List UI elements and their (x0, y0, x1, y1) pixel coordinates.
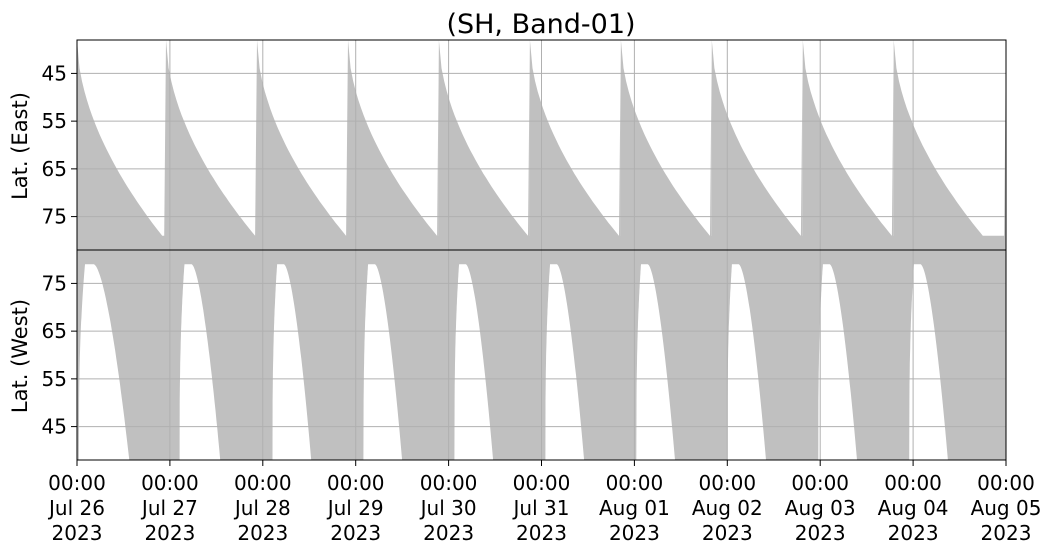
west-axes-frame (76, 249, 1007, 461)
west-coverage-gap (818, 264, 857, 460)
x-tick-label: 00:00 (977, 471, 1035, 495)
east-coverage-segment (438, 40, 530, 250)
west-y-tick-label: 45 (42, 415, 67, 439)
x-tick-label: Jul 26 (47, 496, 105, 520)
east-y-tick-label: 75 (42, 205, 67, 229)
x-tick-label: 2023 (144, 521, 195, 545)
east-coverage-segment (166, 40, 257, 250)
west-y-ticks: 75 65 55 45 (42, 271, 77, 439)
x-tick-label: 2023 (981, 521, 1032, 545)
east-y-label: Lat. (East) (8, 92, 32, 200)
x-tick-label: Aug 01 (599, 496, 670, 520)
west-coverage-gap (727, 264, 766, 460)
east-coverage-segment (77, 40, 166, 250)
west-coverage-gap (363, 264, 403, 460)
east-y-tick-label: 45 (42, 61, 67, 85)
x-tick-label: Jul 27 (140, 496, 198, 520)
axes-frames (76, 39, 1007, 461)
east-coverage-segment (257, 40, 348, 250)
x-tick-label: 2023 (52, 521, 103, 545)
x-tick-label: 2023 (330, 521, 381, 545)
east-grid (76, 40, 1007, 250)
chart-title: (SH, Band-01) (446, 9, 635, 40)
x-tick-label: 00:00 (420, 471, 478, 495)
west-panel: 75 65 55 45 Lat. (West) (8, 250, 1007, 460)
west-y-label: Lat. (West) (8, 299, 32, 413)
x-tick-label: 00:00 (327, 471, 385, 495)
x-tick-label: 00:00 (234, 471, 292, 495)
west-coverage-gap (636, 264, 675, 460)
east-y-ticks: 45 55 65 75 (42, 61, 77, 229)
x-tick-label: 2023 (516, 521, 567, 545)
x-tick-label: Aug 02 (692, 496, 763, 520)
west-coverage-gap (454, 264, 494, 460)
x-tick-label: 2023 (795, 521, 846, 545)
east-coverage-segment (529, 40, 621, 250)
x-tick-label: Jul 30 (419, 496, 477, 520)
east-coverage-segment (802, 40, 894, 250)
x-tick-label: Aug 03 (785, 496, 856, 520)
west-coverage-gap (179, 264, 221, 460)
east-coverage-segment (348, 40, 439, 250)
west-y-tick-label: 75 (42, 271, 67, 295)
east-y-tick-label: 55 (42, 109, 67, 133)
east-panel: 45 55 65 75 Lat. (East) (8, 40, 1007, 250)
x-tick-label: 00:00 (141, 471, 199, 495)
x-tick-label: 00:00 (48, 471, 106, 495)
x-tick-label: Aug 05 (971, 496, 1042, 520)
x-tick-label: 00:00 (698, 471, 756, 495)
x-tick-label: 00:00 (606, 471, 664, 495)
x-tick-label: 2023 (702, 521, 753, 545)
west-coverage-gap (909, 264, 948, 460)
east-coverage-area (77, 40, 1006, 250)
west-y-tick-label: 65 (42, 319, 67, 343)
east-coverage-segment (620, 40, 712, 250)
east-coverage-segment (711, 40, 803, 250)
x-tick-label: Jul 29 (326, 496, 384, 520)
west-coverage-gap (78, 264, 130, 460)
x-tick-label: 2023 (888, 521, 939, 545)
x-tick-label: 2023 (423, 521, 474, 545)
east-y-tick-label: 65 (42, 157, 67, 181)
west-coverage-gap (545, 264, 585, 460)
east-coverage-segment (893, 40, 1006, 250)
west-y-tick-label: 55 (42, 367, 67, 391)
x-tick-label: 2023 (237, 521, 288, 545)
x-tick-label: 00:00 (791, 471, 849, 495)
x-tick-label: 00:00 (884, 471, 942, 495)
x-tick-label: 00:00 (513, 471, 571, 495)
x-tick-label: 2023 (609, 521, 660, 545)
west-coverage-gap (272, 264, 312, 460)
x-tick-label: Jul 28 (233, 496, 291, 520)
x-tick-label: Jul 31 (512, 496, 570, 520)
x-tick-label: Aug 04 (878, 496, 949, 520)
